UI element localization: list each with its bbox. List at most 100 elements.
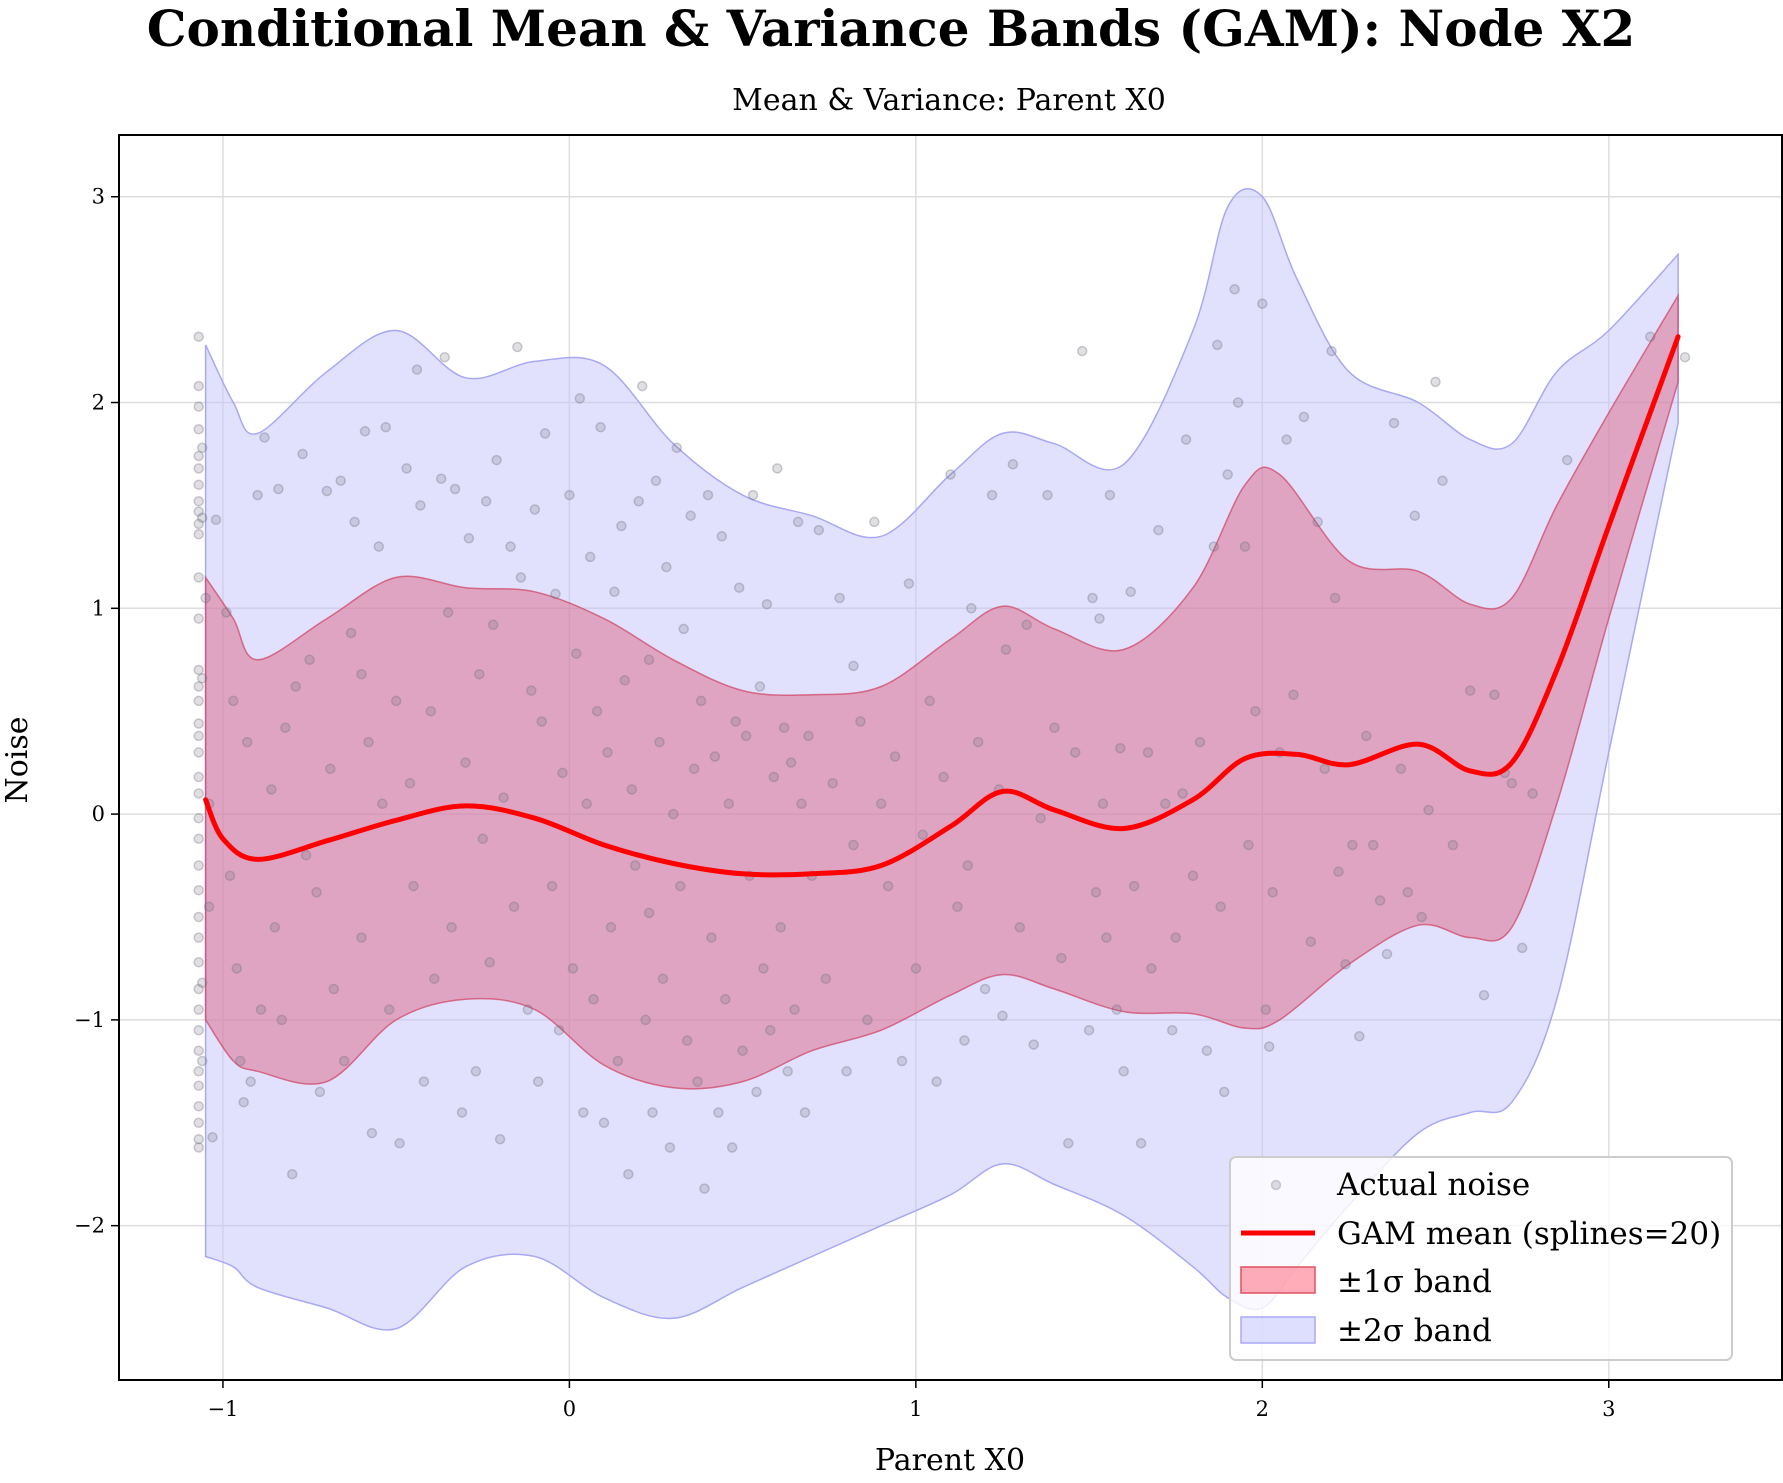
scatter-point [456, 1107, 468, 1118]
y-tick-label: 1 [92, 596, 105, 620]
scatter-point [1267, 887, 1278, 898]
mean-curve-layer [203, 334, 1681, 878]
scatter-point [931, 1076, 942, 1087]
scatter-point [1104, 489, 1116, 501]
scatter-point [1464, 685, 1476, 696]
scatter-point [938, 771, 949, 783]
scatter-point [193, 695, 204, 707]
scatter-point [1118, 1066, 1129, 1077]
scatter-point [356, 932, 367, 943]
scatter-point [463, 533, 475, 544]
scatter-point [1381, 948, 1393, 960]
scatter-point [875, 798, 887, 810]
scatter-point [539, 428, 551, 439]
scatter-point [1367, 839, 1379, 851]
legend-label-2sigma: ±2σ band [1337, 1313, 1492, 1349]
scatter-point [193, 730, 204, 742]
scatter-point [477, 833, 489, 845]
scatter-point [1090, 887, 1102, 898]
scatter-point [1218, 1086, 1230, 1098]
x-tick-label: 3 [1602, 1397, 1615, 1421]
scatter-point [210, 514, 222, 526]
y-tick-label: −2 [74, 1214, 105, 1238]
scatter-point [494, 1133, 506, 1145]
scatter-point [1374, 895, 1386, 906]
scatter-point [487, 619, 499, 631]
scatter-point [827, 777, 838, 789]
scatter-point [532, 1076, 544, 1087]
scatter-point [1042, 489, 1053, 501]
band-1sigma [204, 292, 1679, 1090]
scatter-point [1208, 541, 1220, 552]
scatter-point [193, 833, 204, 845]
scatter-point [581, 798, 592, 810]
scatter-point [546, 880, 558, 892]
scatter-point [380, 421, 392, 433]
scatter-point [297, 448, 308, 460]
scatter-point [730, 716, 741, 727]
scatter-point [193, 380, 204, 392]
scatter-point [588, 994, 599, 1005]
scatter-point [484, 957, 495, 968]
scatter-point [765, 1024, 776, 1036]
scatter-point [882, 880, 894, 892]
scatter-point [1222, 469, 1233, 480]
legend: Actual noise GAM mean (splines=20) ±1σ b… [1229, 1156, 1733, 1361]
scatter-point [1478, 989, 1490, 1001]
scatter-point [1329, 592, 1341, 604]
scatter-point [252, 489, 263, 501]
scatter-point [1146, 963, 1157, 974]
scatter-point [1007, 459, 1019, 470]
scatter-point [661, 561, 672, 573]
scatter-point [411, 364, 423, 375]
scatter-point [640, 1014, 651, 1026]
scatter-point [1177, 788, 1188, 799]
scatter-point [1447, 839, 1459, 851]
legend-patch-2sigma [1240, 1316, 1316, 1344]
legend-label-gam-mean: GAM mean (splines=20) [1337, 1216, 1721, 1252]
scatter-point [706, 932, 717, 943]
scatter-point [280, 722, 291, 733]
scatter-point [567, 963, 579, 974]
scatter-point [193, 528, 204, 540]
scatter-point [740, 730, 752, 742]
scatter-point [657, 973, 669, 984]
scatter-point [1135, 1138, 1147, 1149]
scatter-point [1527, 788, 1538, 799]
scatter-point [1312, 516, 1323, 528]
scatter-point [338, 1055, 350, 1067]
scatter-point [848, 839, 859, 851]
scatter-point [196, 673, 208, 684]
scatter-point [1239, 541, 1251, 552]
scatter-point [966, 603, 977, 614]
scatter-point [193, 932, 204, 943]
scatter-point [636, 380, 648, 392]
scatter-point [1437, 475, 1448, 486]
scatter-point [681, 1035, 693, 1046]
band-1sigma-layer [204, 292, 1679, 1090]
scatter-point [720, 994, 731, 1005]
scatter-point [193, 1133, 204, 1145]
scatter-point [841, 1066, 852, 1077]
scatter-point [193, 1117, 204, 1129]
scatter-point [591, 705, 603, 717]
scatter-point [193, 518, 204, 530]
scatter-point [643, 654, 655, 666]
scatter-point [1333, 866, 1344, 877]
scatter-point [1094, 613, 1105, 624]
scatter-point [235, 1055, 246, 1067]
scatter-point [425, 705, 437, 717]
scatter-point [979, 983, 991, 995]
scatter-point [962, 860, 974, 871]
scatter-point [193, 401, 204, 412]
scatter-point [383, 1004, 395, 1015]
scatter-point [1388, 417, 1400, 429]
scatter-point [193, 884, 204, 896]
scatter-point [834, 592, 845, 604]
scatter-point [1298, 411, 1310, 423]
scatter-point [366, 1127, 378, 1139]
scatter-point [480, 496, 492, 507]
scatter-point [193, 911, 204, 923]
scatter-point [498, 792, 509, 803]
